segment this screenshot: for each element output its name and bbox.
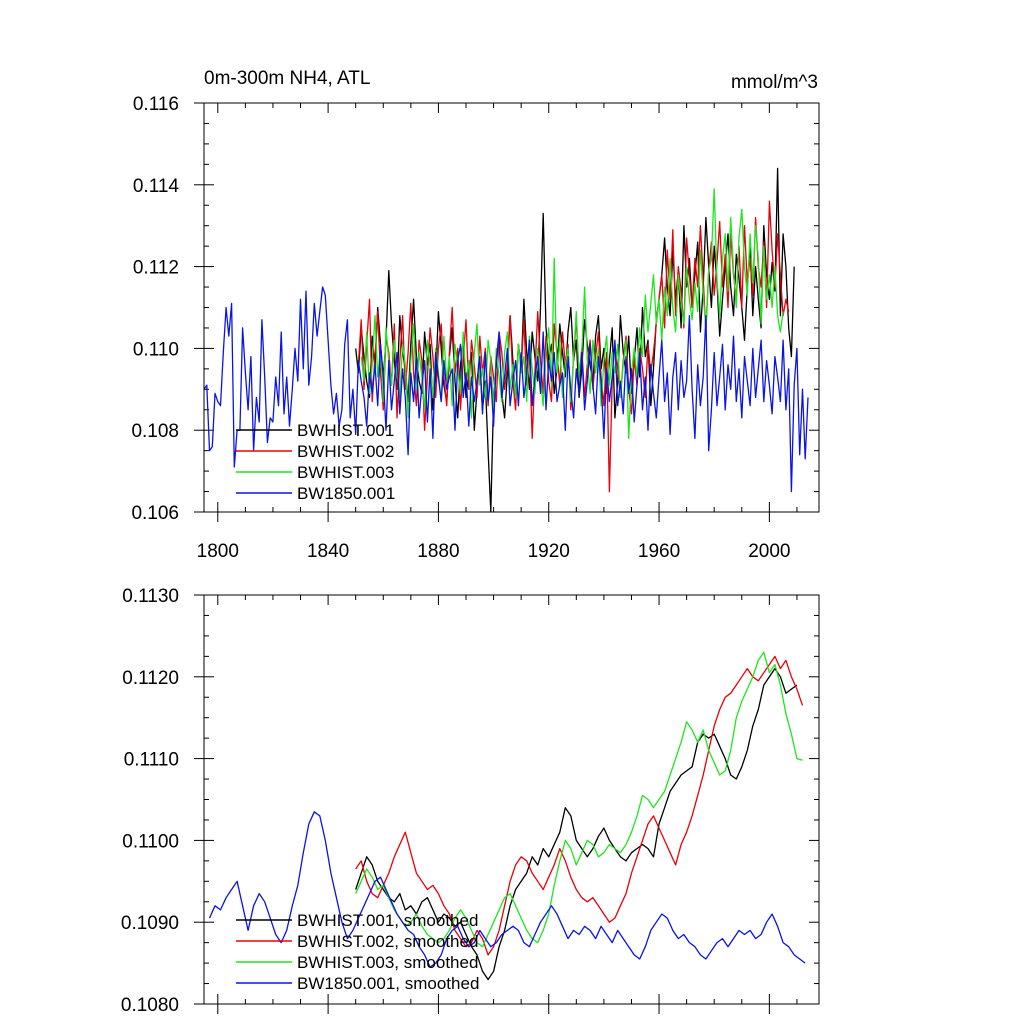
bottom-series-line-2 — [355, 655, 804, 956]
bottom-legend-label-1: BWHIST.001, smoothed — [297, 911, 478, 930]
bottom-series-line-3 — [355, 651, 803, 948]
top-y-tick-label: 0.114 — [133, 176, 180, 197]
top-x-tick-label: 2000 — [748, 541, 790, 562]
bottom-series-line-1 — [355, 667, 798, 981]
bottom-y-tick-label: 0.1110 — [124, 750, 179, 771]
top-chart-units: mmol/m^3 — [731, 72, 818, 93]
bottom-legend-label-3: BWHIST.003, smoothed — [297, 953, 478, 972]
top-series-line-3 — [360, 188, 784, 440]
top-x-tick-label: 1920 — [528, 541, 570, 562]
top-y-tick-label: 0.116 — [133, 94, 179, 115]
top-legend-label-4: BW1850.001 — [297, 484, 395, 503]
top-y-tick-label: 0.106 — [131, 503, 179, 524]
top-chart-title: 0m-300m NH4, ATL — [204, 68, 370, 89]
bottom-legend: BWHIST.001, smoothed BWHIST.002, smoothed… — [236, 911, 479, 993]
top-axes: 1800 1840 1880 1920 1960 2000 0.106 0.108 0.110 0… — [131, 94, 819, 562]
bottom-y-tick-label: 0.1130 — [122, 586, 179, 607]
bottom-legend-label-2: BWHIST.002, smoothed — [297, 932, 478, 951]
top-plot-frame — [203, 102, 820, 513]
top-y-tick-label: 0.110 — [133, 339, 179, 360]
bottom-y-tick-label: 0.1080 — [121, 995, 179, 1016]
top-x-tick-label: 1960 — [638, 541, 680, 562]
top-x-tick-label: 1880 — [417, 541, 459, 562]
top-x-tick-label: 1840 — [307, 541, 349, 562]
bottom-series-group — [208, 651, 806, 981]
bottom-legend-label-4: BW1850.001, smoothed — [297, 974, 479, 993]
top-series-line-4 — [203, 286, 809, 493]
bottom-panel: 0.1080 0.1090 0.1100 0.1110 0.1120 0.1130 BWH… — [121, 586, 820, 1016]
top-x-tick-label: 1800 — [197, 541, 239, 562]
top-legend: BWHIST.001 BWHIST.002 BWHIST.003 BW1850.001 — [236, 421, 395, 503]
top-series-group — [203, 167, 809, 513]
bottom-plot-frame — [203, 594, 820, 1005]
top-legend-label-2: BWHIST.002 — [297, 442, 394, 461]
top-legend-label-1: BWHIST.001 — [297, 421, 394, 440]
top-y-tick-label: 0.112 — [133, 258, 179, 279]
bottom-y-tick-label: 0.1120 — [122, 668, 179, 689]
bottom-axes: 0.1080 0.1090 0.1100 0.1110 0.1120 0.1130 — [121, 586, 819, 1016]
bottom-series-line-4 — [208, 811, 806, 968]
top-legend-label-3: BWHIST.003 — [297, 463, 394, 482]
bottom-y-tick-label: 0.1100 — [122, 831, 179, 852]
top-y-tick-label: 0.108 — [131, 421, 179, 442]
bottom-y-tick-label: 0.1090 — [121, 913, 179, 934]
top-panel: 0m-300m NH4, ATL mmol/m^3 1800 1840 1880 19… — [131, 68, 820, 562]
